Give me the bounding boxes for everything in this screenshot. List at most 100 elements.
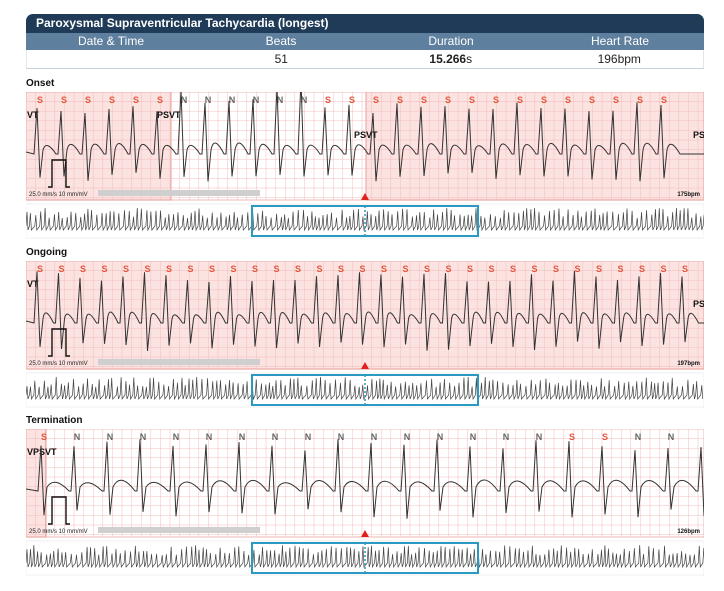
beat-label: S — [58, 264, 64, 274]
beat-label: S — [41, 432, 47, 442]
beat-label: S — [469, 95, 475, 105]
col-beats: Beats — [265, 34, 297, 48]
beat-label: N — [404, 432, 411, 442]
rhythm-label: PSVT — [354, 130, 378, 140]
calibration-pulse — [48, 159, 70, 188]
beat-label: N — [272, 432, 279, 442]
col-heart-rate: Heart Rate — [590, 34, 650, 48]
beat-label: S — [37, 264, 43, 274]
beat-label: S — [157, 95, 163, 105]
beat-label: N — [74, 432, 81, 442]
section-label-onset: Onset — [26, 78, 55, 89]
ecg-strip-onset[interactable]: S S S S S S N N N N N N S S S S S S S S S S S S S S S VT PSVT PSVT PS 2… — [26, 92, 704, 242]
table-row: 51 15.266s 196bpm — [26, 50, 704, 69]
beat-label: S — [517, 95, 523, 105]
rate-label: 197bpm — [677, 361, 700, 367]
beat-label: N — [140, 432, 147, 442]
beat-label: N — [206, 432, 213, 442]
overview-trace — [26, 545, 704, 569]
beat-label: S — [397, 95, 403, 105]
beat-label: N — [338, 432, 345, 442]
beat-label: S — [349, 95, 355, 105]
duration-value: 15.266s — [366, 50, 536, 68]
beat-label: N — [173, 432, 180, 442]
beat-label: S — [488, 264, 494, 274]
rhythm-label: VPSVT — [27, 447, 57, 457]
scale-bar — [98, 359, 260, 365]
beat-label: S — [187, 264, 193, 274]
beat-label: S — [661, 95, 667, 105]
beat-label: N — [437, 432, 444, 442]
beat-label: N — [205, 95, 212, 105]
beat-label: S — [123, 264, 129, 274]
overview-background — [26, 203, 704, 239]
beat-label: S — [613, 95, 619, 105]
beat-label: S — [37, 95, 43, 105]
beat-label: N — [239, 432, 246, 442]
beat-label: S — [421, 95, 427, 105]
beat-label: S — [133, 95, 139, 105]
beat-label: S — [589, 95, 595, 105]
date-time-value — [27, 50, 197, 68]
beat-label: N — [253, 95, 260, 105]
section-label-termination: Termination — [26, 415, 83, 426]
ecg-trace — [26, 92, 704, 182]
beat-label: S — [252, 264, 258, 274]
beat-label: S — [617, 264, 623, 274]
beat-label: S — [80, 264, 86, 274]
overview-trace — [26, 377, 704, 401]
beat-label: S — [553, 264, 559, 274]
beat-label: N — [371, 432, 378, 442]
beat-label: S — [569, 432, 575, 442]
rate-label: 126bpm — [677, 529, 700, 535]
beat-label: S — [445, 95, 451, 105]
event-shading — [26, 261, 704, 370]
ecg-trace — [26, 271, 704, 351]
duration-unit: s — [466, 52, 473, 66]
beat-label: S — [402, 264, 408, 274]
beat-label: N — [668, 432, 675, 442]
beat-label: S — [325, 95, 331, 105]
event-summary-table: Paroxysmal Supraventricular Tachycardia … — [26, 14, 704, 69]
scale-label: 25.0 mm/s 10 mm/mV — [29, 361, 88, 367]
beat-label: S — [381, 264, 387, 274]
beat-label: N — [181, 95, 188, 105]
heart-rate-value: 196bpm — [597, 52, 641, 66]
ecg-strip-ongoing[interactable]: S S S S S S S S S S S S S S S S S S S S S S S S S S S S S S S VT PS 25.0 … — [26, 261, 704, 411]
duration-number: 15.266 — [429, 52, 467, 66]
beat-label: S — [373, 95, 379, 105]
ecg-grid — [26, 261, 704, 369]
rhythm-label: VT — [27, 279, 39, 289]
beat-label: S — [424, 264, 430, 274]
event-title: Paroxysmal Supraventricular Tachycardia … — [26, 14, 704, 33]
beat-label: S — [109, 95, 115, 105]
ecg-strip-termination[interactable]: S N N N N N N N N N N N N N N N S S N N VPSVT 25.0 mm/s 10 mm… — [26, 429, 704, 579]
rhythm-label: PS — [693, 299, 704, 309]
beat-label: S — [101, 264, 107, 274]
beat-label: S — [230, 264, 236, 274]
beat-label: N — [107, 432, 114, 442]
beat-label: S — [493, 95, 499, 105]
beat-label: S — [682, 264, 688, 274]
beat-label: S — [531, 264, 537, 274]
beat-label: S — [445, 264, 451, 274]
calibration-pulse — [48, 328, 70, 357]
beat-label: N — [229, 95, 236, 105]
rhythm-label: VT — [27, 110, 39, 120]
beat-label: S — [602, 432, 608, 442]
section-label-ongoing: Ongoing — [26, 247, 68, 258]
beat-label: N — [503, 432, 510, 442]
scale-label: 25.0 mm/s 10 mm/mV — [29, 529, 88, 535]
beat-label: S — [639, 264, 645, 274]
rhythm-label: PSVT — [157, 110, 181, 120]
beat-label: S — [144, 264, 150, 274]
beat-label: N — [301, 95, 308, 105]
beat-label: S — [541, 95, 547, 105]
beat-label: S — [359, 264, 365, 274]
beat-label: S — [596, 264, 602, 274]
ecg-trace — [26, 439, 704, 519]
scale-bar — [98, 527, 260, 533]
beats-value: 51 — [274, 52, 288, 66]
beat-label: N — [536, 432, 543, 442]
beat-label: S — [316, 264, 322, 274]
